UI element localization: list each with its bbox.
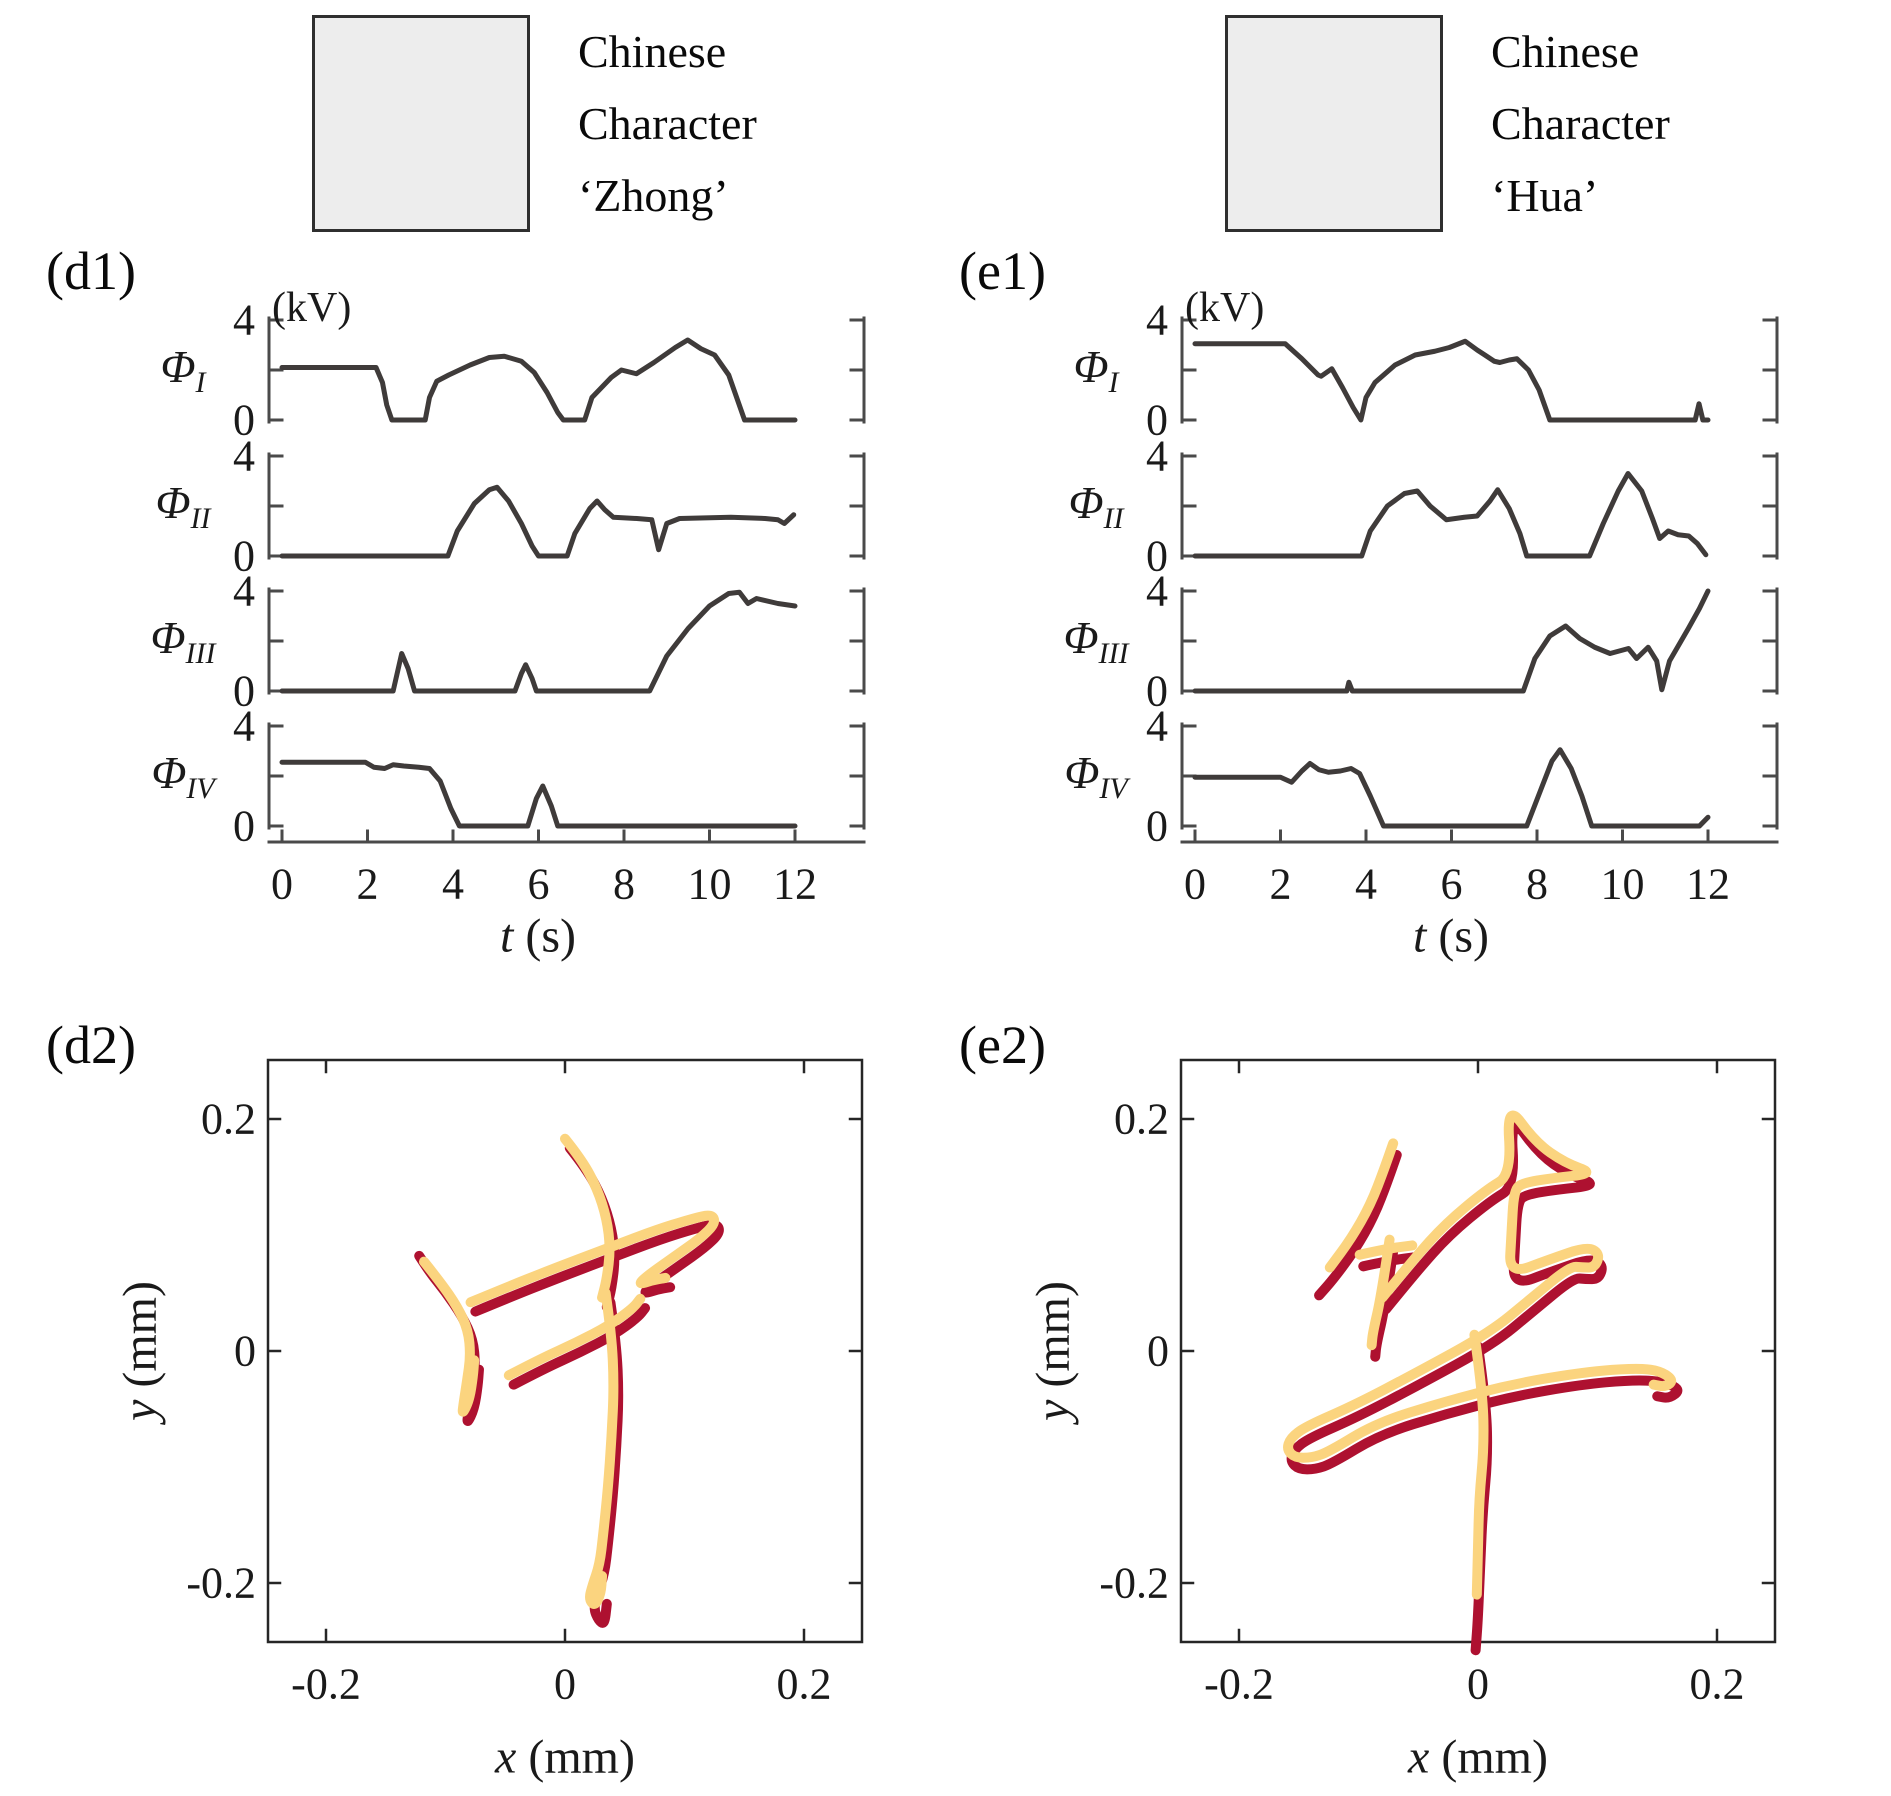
d2-trace-yellow-stroke-4 [585,1288,619,1609]
e2-ytick-0: 0 [1147,1326,1169,1376]
e1-Phi_II-curve [1192,471,1709,559]
d1-Phi_IV-curve [279,759,798,829]
e1-Phi_I-curve [1192,338,1711,423]
zhong-character-box [312,15,530,232]
d1-xtick-12: 12 [773,859,817,909]
d2-xaxis-title: x (mm) [495,1730,635,1784]
d1-Phi_I-ylabel: ΦI [160,340,206,400]
e2-trace-red-stroke-0 [1314,1149,1402,1301]
d1-Phi_IV-ytick-0: 0 [233,801,255,851]
d1-Phi_III-curve [279,589,798,694]
d2-ytick--0.2: -0.2 [186,1558,256,1608]
d1-xtick-6: 6 [527,859,550,909]
e2-trace-yellow-stroke-2 [1354,1240,1418,1260]
d2-ytick-0: 0 [234,1326,256,1376]
d1-Phi_I-ytick-0: 0 [233,395,255,445]
e2-xaxis-title: x (mm) [1408,1730,1548,1784]
e1-Phi_II-ytick-4: 4 [1146,431,1168,481]
d2-xtick-0: 0 [554,1659,576,1709]
d1-Phi_I-curve [279,337,798,423]
e2-trace-yellow-stroke-1 [1366,1234,1395,1351]
d2-xtick--0.2: -0.2 [291,1659,361,1709]
d1-xtick-2: 2 [356,859,379,909]
e1-Phi_IV-ytick-4: 4 [1146,701,1168,751]
d1-xtick-8: 8 [613,859,635,909]
hua-caption-line3: ‘Hua’ [1491,170,1599,221]
e1-Phi_II-ytick-0: 0 [1146,531,1168,581]
e1-Phi_III-ytick-4: 4 [1146,566,1168,616]
e1-xtick-2: 2 [1269,859,1292,909]
hua-caption-line2: Character [1491,98,1670,149]
zhong-caption-line2: Character [578,98,757,149]
e1-xtick-12: 12 [1686,859,1730,909]
e2-trace-yellow-stroke-4 [1469,1329,1489,1600]
d1-Phi_II-ylabel: ΦII [155,476,211,536]
d1-unit-kv: (kV) [272,285,352,331]
e1-Phi_III-curve [1192,588,1711,694]
d1-xtick-0: 0 [271,859,293,909]
d1-Phi_III-ytick-4: 4 [233,566,255,616]
d2-trace-yellow-stroke-2 [465,1210,720,1308]
d1-Phi_III-ylabel: ΦIII [150,611,216,671]
d2-trace-yellow-stroke-3 [503,1293,646,1381]
d2-ytick-0.2: 0.2 [201,1094,256,1144]
d2-yaxis-title: y (mm) [113,1281,167,1421]
e2-yaxis-title: y (mm) [1026,1281,1080,1421]
d1-xtick-10: 10 [687,859,732,909]
panel-label-d2: (d2) [46,1015,136,1075]
d2-trace-red-stroke-3 [508,1303,651,1390]
d2-xtick-0.2: 0.2 [776,1659,832,1709]
e2-xtick--0.2: -0.2 [1204,1659,1274,1709]
d1-xaxis-title: t (s) [500,909,576,963]
e1-Phi_IV-curve [1192,747,1711,829]
e1-xtick-8: 8 [1526,859,1548,909]
d1-xtick-4: 4 [442,859,464,909]
e1-Phi_III-ylabel: ΦIII [1063,611,1129,671]
e1-Phi_IV-ytick-0: 0 [1146,801,1168,851]
e1-xtick-0: 0 [1184,859,1206,909]
d1-Phi_IV-ylabel: ΦIV [151,746,215,806]
e2-ytick-0.2: 0.2 [1114,1094,1169,1144]
e2-xtick-0.2: 0.2 [1689,1659,1745,1709]
e2-ytick--0.2: -0.2 [1099,1558,1169,1608]
hua-character-box [1225,15,1443,232]
e1-xtick-6: 6 [1440,859,1463,909]
hua-caption-line1: Chinese [1491,26,1640,77]
panel-label-d1: (d1) [46,241,136,301]
d1-Phi_II-curve [279,484,797,559]
e1-Phi_I-ytick-4: 4 [1146,295,1168,345]
d2-trace-yellow-stroke-1 [418,1256,480,1417]
e1-Phi_IV-ylabel: ΦIV [1064,746,1128,806]
e1-xtick-4: 4 [1355,859,1377,909]
e2-trace-yellow-stroke-0 [1324,1138,1399,1273]
zhong-caption-line1: Chinese [578,26,727,77]
e1-Phi_I-ytick-0: 0 [1146,395,1168,445]
d2-trace-red-stroke-2 [470,1219,724,1317]
d2-trace-yellow-stroke-0 [560,1133,615,1303]
d1-Phi_I-ytick-4: 4 [233,295,255,345]
e2-xtick-0: 0 [1467,1659,1489,1709]
e1-xaxis-title: t (s) [1413,909,1489,963]
e1-Phi_III-ytick-0: 0 [1146,666,1168,716]
e1-xtick-10: 10 [1600,859,1645,909]
panel-label-e2: (e2) [959,1015,1046,1075]
d1-Phi_III-ytick-0: 0 [233,666,255,716]
zhong-caption-line3: ‘Zhong’ [578,170,729,221]
panel-label-e1: (e1) [959,241,1046,301]
d1-Phi_IV-ytick-4: 4 [233,701,255,751]
e2-trace-red-stroke-1 [1370,1246,1399,1362]
e1-Phi_I-ylabel: ΦI [1073,340,1119,400]
d1-Phi_II-ytick-0: 0 [233,531,255,581]
e1-Phi_II-ylabel: ΦII [1068,476,1124,536]
e1-unit-kv: (kV) [1185,285,1265,331]
d1-Phi_II-ytick-4: 4 [233,431,255,481]
